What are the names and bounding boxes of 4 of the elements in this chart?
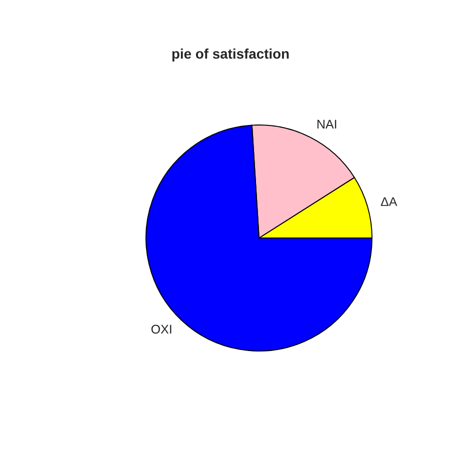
slice-label: ΟΧΙ (151, 324, 172, 334)
slice-label: ΔΑ (380, 197, 398, 206)
chart-title: pie of satisfaction (172, 48, 289, 62)
slice-label: ΝΑΙ (317, 120, 336, 128)
